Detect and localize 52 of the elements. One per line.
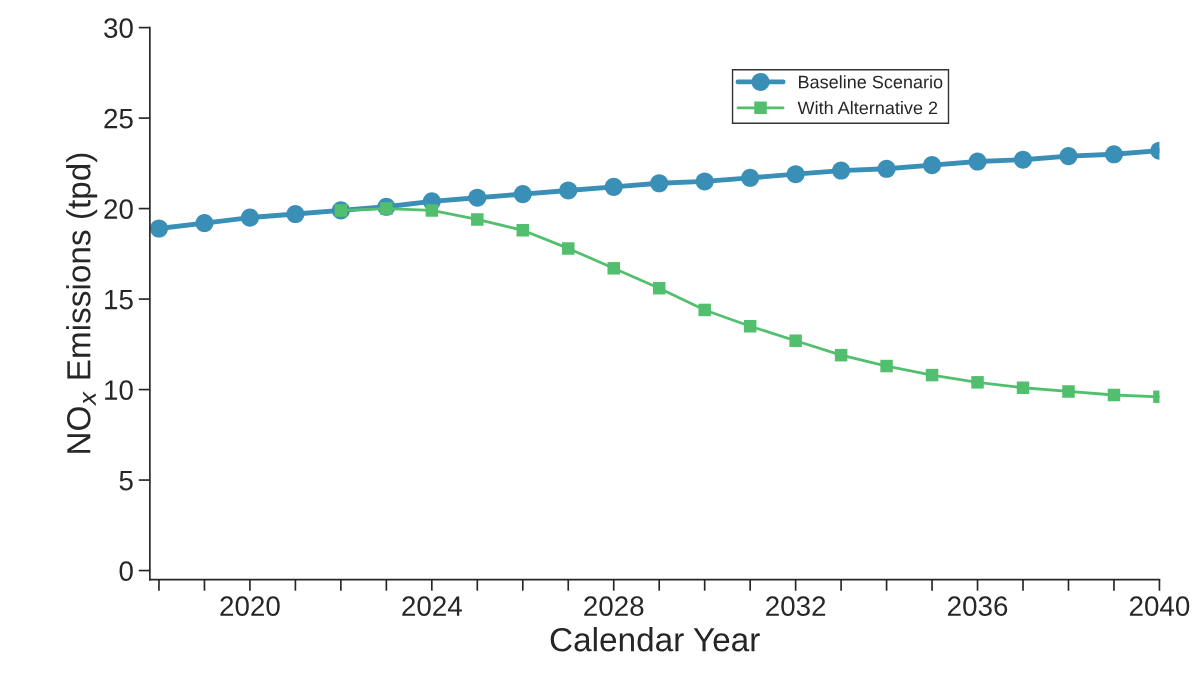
x-tick-label: 2040 <box>1129 596 1190 616</box>
point <box>468 188 487 207</box>
point <box>695 172 714 191</box>
point <box>1059 147 1078 166</box>
point <box>604 177 623 196</box>
point <box>786 165 805 184</box>
x-tick-label: 2020 <box>220 596 280 616</box>
point <box>880 359 893 373</box>
y-tick-label: 15 <box>105 290 133 310</box>
point <box>1107 388 1121 402</box>
point <box>513 185 532 204</box>
y-tick-label: 25 <box>104 108 133 129</box>
point <box>698 303 711 317</box>
x-tick-label: 2028 <box>584 596 644 616</box>
point <box>1104 145 1123 164</box>
point <box>1013 150 1033 169</box>
point <box>923 156 942 175</box>
point <box>877 159 896 178</box>
x-tick-label: 2032 <box>766 596 826 616</box>
point <box>971 376 984 389</box>
point <box>195 214 214 233</box>
point <box>834 348 848 362</box>
point <box>1062 385 1075 398</box>
point <box>968 152 987 171</box>
legend-label: With Alternative 2 <box>797 101 938 115</box>
y-axis-title: NO$_{x}$ Emissions (tpd) <box>66 153 98 453</box>
y-tick-label: 30 <box>104 18 133 38</box>
y-tick-label: 5 <box>119 471 133 491</box>
point <box>925 368 939 382</box>
point <box>286 204 305 224</box>
point <box>471 213 484 226</box>
y-tick-label: 10 <box>105 380 133 400</box>
x-axis-title: Calendar Year <box>550 627 760 652</box>
point <box>149 219 168 238</box>
point <box>743 319 757 333</box>
y-tick-label: 0 <box>119 561 133 581</box>
point <box>789 334 802 347</box>
x-tick-label: 2036 <box>948 596 1008 616</box>
point <box>1016 381 1030 395</box>
point <box>516 224 530 237</box>
y-tick-label: 20 <box>104 199 133 219</box>
point <box>562 242 575 255</box>
point <box>741 168 760 187</box>
point <box>832 161 851 180</box>
x-tick-label: 2024 <box>402 596 462 616</box>
point <box>650 174 669 193</box>
point <box>240 208 259 227</box>
legend-label: Baseline Scenario <box>799 75 943 89</box>
point <box>652 281 666 295</box>
point <box>559 181 578 200</box>
point <box>425 204 439 217</box>
point <box>607 262 620 275</box>
